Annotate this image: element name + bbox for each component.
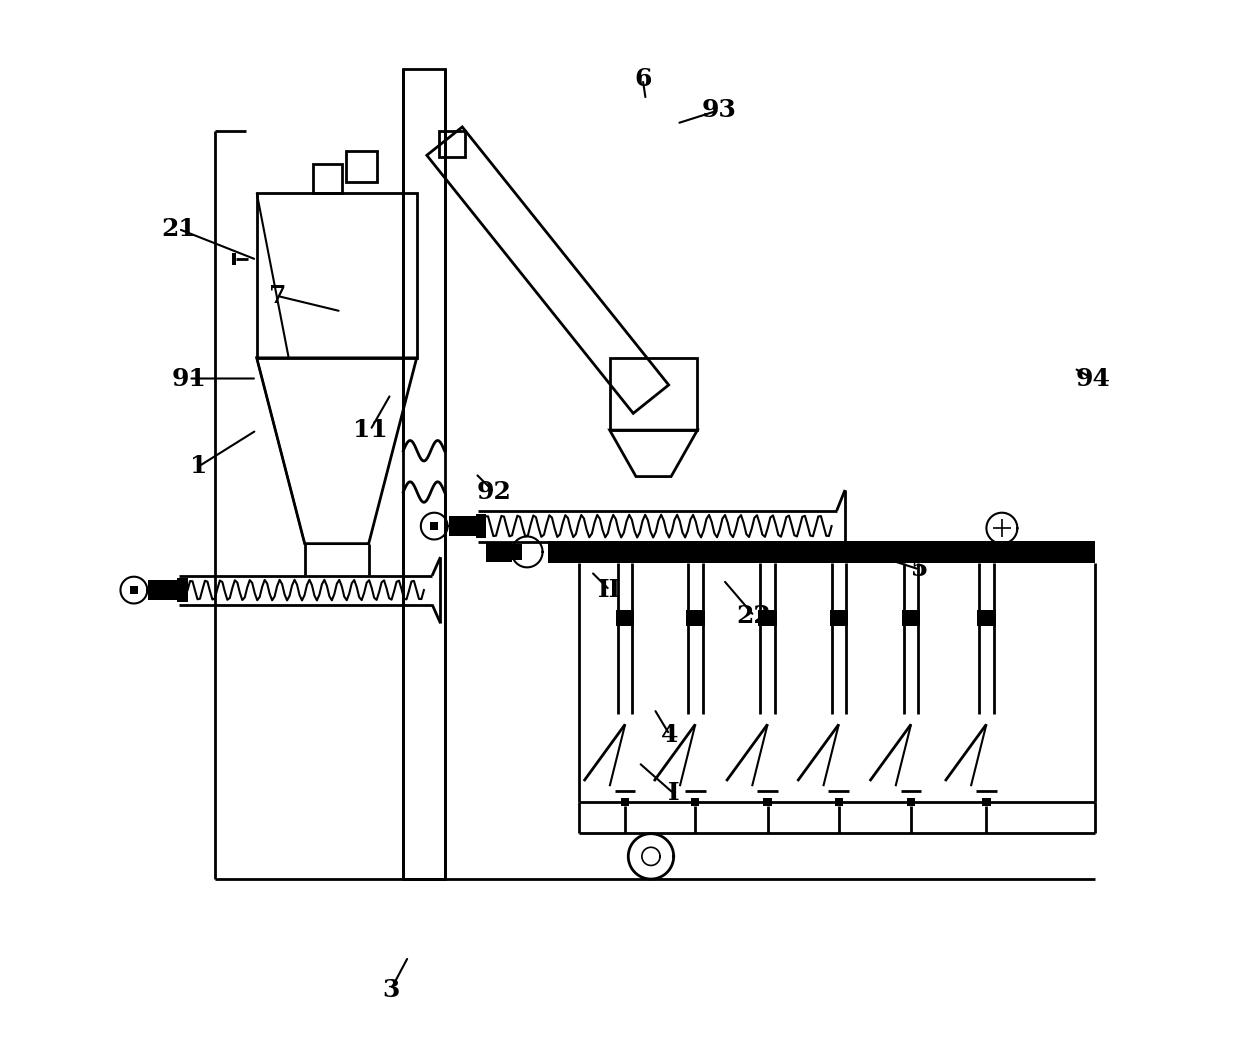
Text: II: II xyxy=(598,578,621,602)
Bar xyxy=(764,797,771,805)
Text: 1: 1 xyxy=(190,454,207,478)
Text: 91: 91 xyxy=(171,366,206,390)
Bar xyxy=(982,797,991,805)
Bar xyxy=(130,586,138,594)
Bar xyxy=(439,131,465,157)
Bar xyxy=(759,610,777,627)
Bar xyxy=(830,610,848,627)
Text: I: I xyxy=(668,781,680,805)
Bar xyxy=(475,514,486,539)
Bar xyxy=(346,152,377,182)
Text: 22: 22 xyxy=(737,604,771,628)
Bar xyxy=(312,164,341,192)
Bar xyxy=(506,544,522,561)
Bar xyxy=(621,797,629,805)
Bar xyxy=(616,610,635,627)
Text: 7: 7 xyxy=(269,283,286,308)
Bar xyxy=(430,522,439,530)
Bar xyxy=(486,542,512,562)
Bar xyxy=(149,579,177,600)
Bar xyxy=(257,192,417,358)
Bar xyxy=(686,610,704,627)
Text: 21: 21 xyxy=(161,217,196,241)
Bar xyxy=(610,358,697,430)
Bar xyxy=(403,69,445,879)
Text: 11: 11 xyxy=(353,418,388,442)
Text: 5: 5 xyxy=(910,558,928,582)
Text: 3: 3 xyxy=(382,978,399,1001)
Bar xyxy=(548,541,1095,563)
Text: 4: 4 xyxy=(661,723,678,747)
Text: 93: 93 xyxy=(702,98,737,122)
Bar xyxy=(449,516,475,537)
Text: 6: 6 xyxy=(634,67,651,91)
Bar xyxy=(691,797,699,805)
Bar xyxy=(232,252,236,265)
Bar xyxy=(177,577,187,602)
Bar xyxy=(835,797,843,805)
Bar xyxy=(977,610,996,627)
Bar xyxy=(906,797,915,805)
Text: 94: 94 xyxy=(1075,366,1110,390)
Text: 92: 92 xyxy=(476,480,512,504)
Bar xyxy=(901,610,920,627)
